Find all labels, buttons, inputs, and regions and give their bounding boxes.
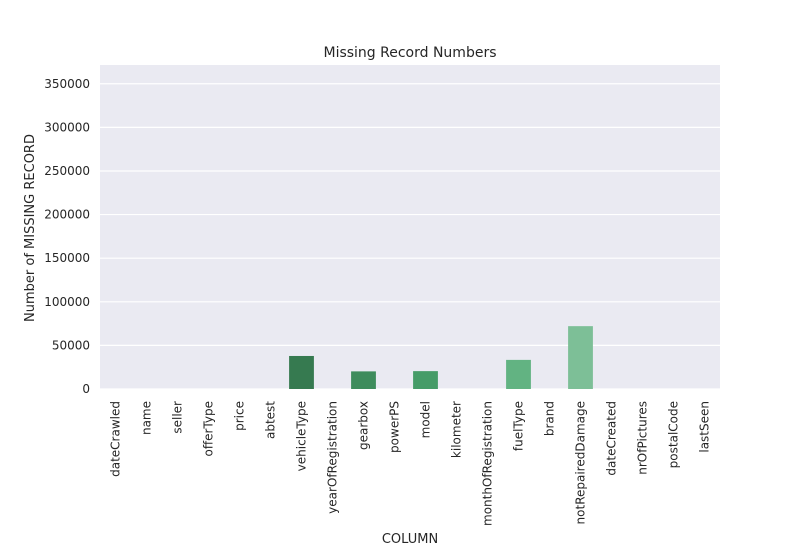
y-axis-ticks: 0 50000 100000 150000 200000 250000 300000 3500… (44, 77, 90, 396)
x-tick-label: powerPS (388, 401, 402, 453)
y-axis-label: Number of MISSING RECORD (23, 134, 38, 322)
bar-notRepairedDamage (568, 326, 593, 389)
y-tick-label: 0 (82, 382, 90, 396)
gridlines (100, 83, 720, 390)
bar-fuelType (506, 359, 531, 389)
y-tick-label: 200000 (44, 208, 90, 222)
x-tick-label: offerType (202, 401, 216, 457)
x-tick-label: postalCode (667, 401, 681, 468)
x-tick-label: name (140, 401, 154, 435)
y-tick-label: 50000 (52, 338, 90, 352)
x-tick-label: model (419, 401, 433, 438)
y-tick-label: 350000 (44, 77, 90, 91)
x-tick-label: price (233, 401, 247, 431)
x-tick-label: kilometer (450, 401, 464, 458)
bar-gearbox (351, 371, 376, 389)
x-tick-label: yearOfRegistration (326, 401, 340, 514)
x-tick-label: brand (543, 401, 557, 436)
x-tick-label: vehicleType (295, 401, 309, 471)
x-tick-label: seller (171, 401, 185, 434)
x-axis-label: COLUMN (382, 532, 438, 546)
y-tick-label: 250000 (44, 164, 90, 178)
x-tick-label: dateCrawled (109, 401, 123, 477)
x-tick-label: gearbox (357, 401, 371, 450)
x-axis-ticks: dateCrawled name seller offerType price abtes… (109, 401, 712, 526)
chart-title: Missing Record Numbers (323, 45, 496, 61)
y-tick-label: 300000 (44, 120, 90, 134)
x-tick-label: abtest (264, 401, 278, 439)
bars (289, 326, 593, 389)
x-tick-label: monthOfRegistration (481, 401, 495, 526)
y-tick-label: 100000 (44, 295, 90, 309)
plot-area (100, 65, 720, 389)
x-tick-label: lastSeen (698, 401, 712, 453)
bar-vehicleType (289, 355, 314, 389)
x-tick-label: nrOfPictures (636, 401, 650, 475)
bar-model (413, 371, 438, 389)
x-tick-label: notRepairedDamage (574, 401, 588, 524)
x-tick-label: fuelType (512, 401, 526, 451)
y-tick-label: 150000 (44, 251, 90, 265)
x-tick-label: dateCreated (605, 401, 619, 476)
